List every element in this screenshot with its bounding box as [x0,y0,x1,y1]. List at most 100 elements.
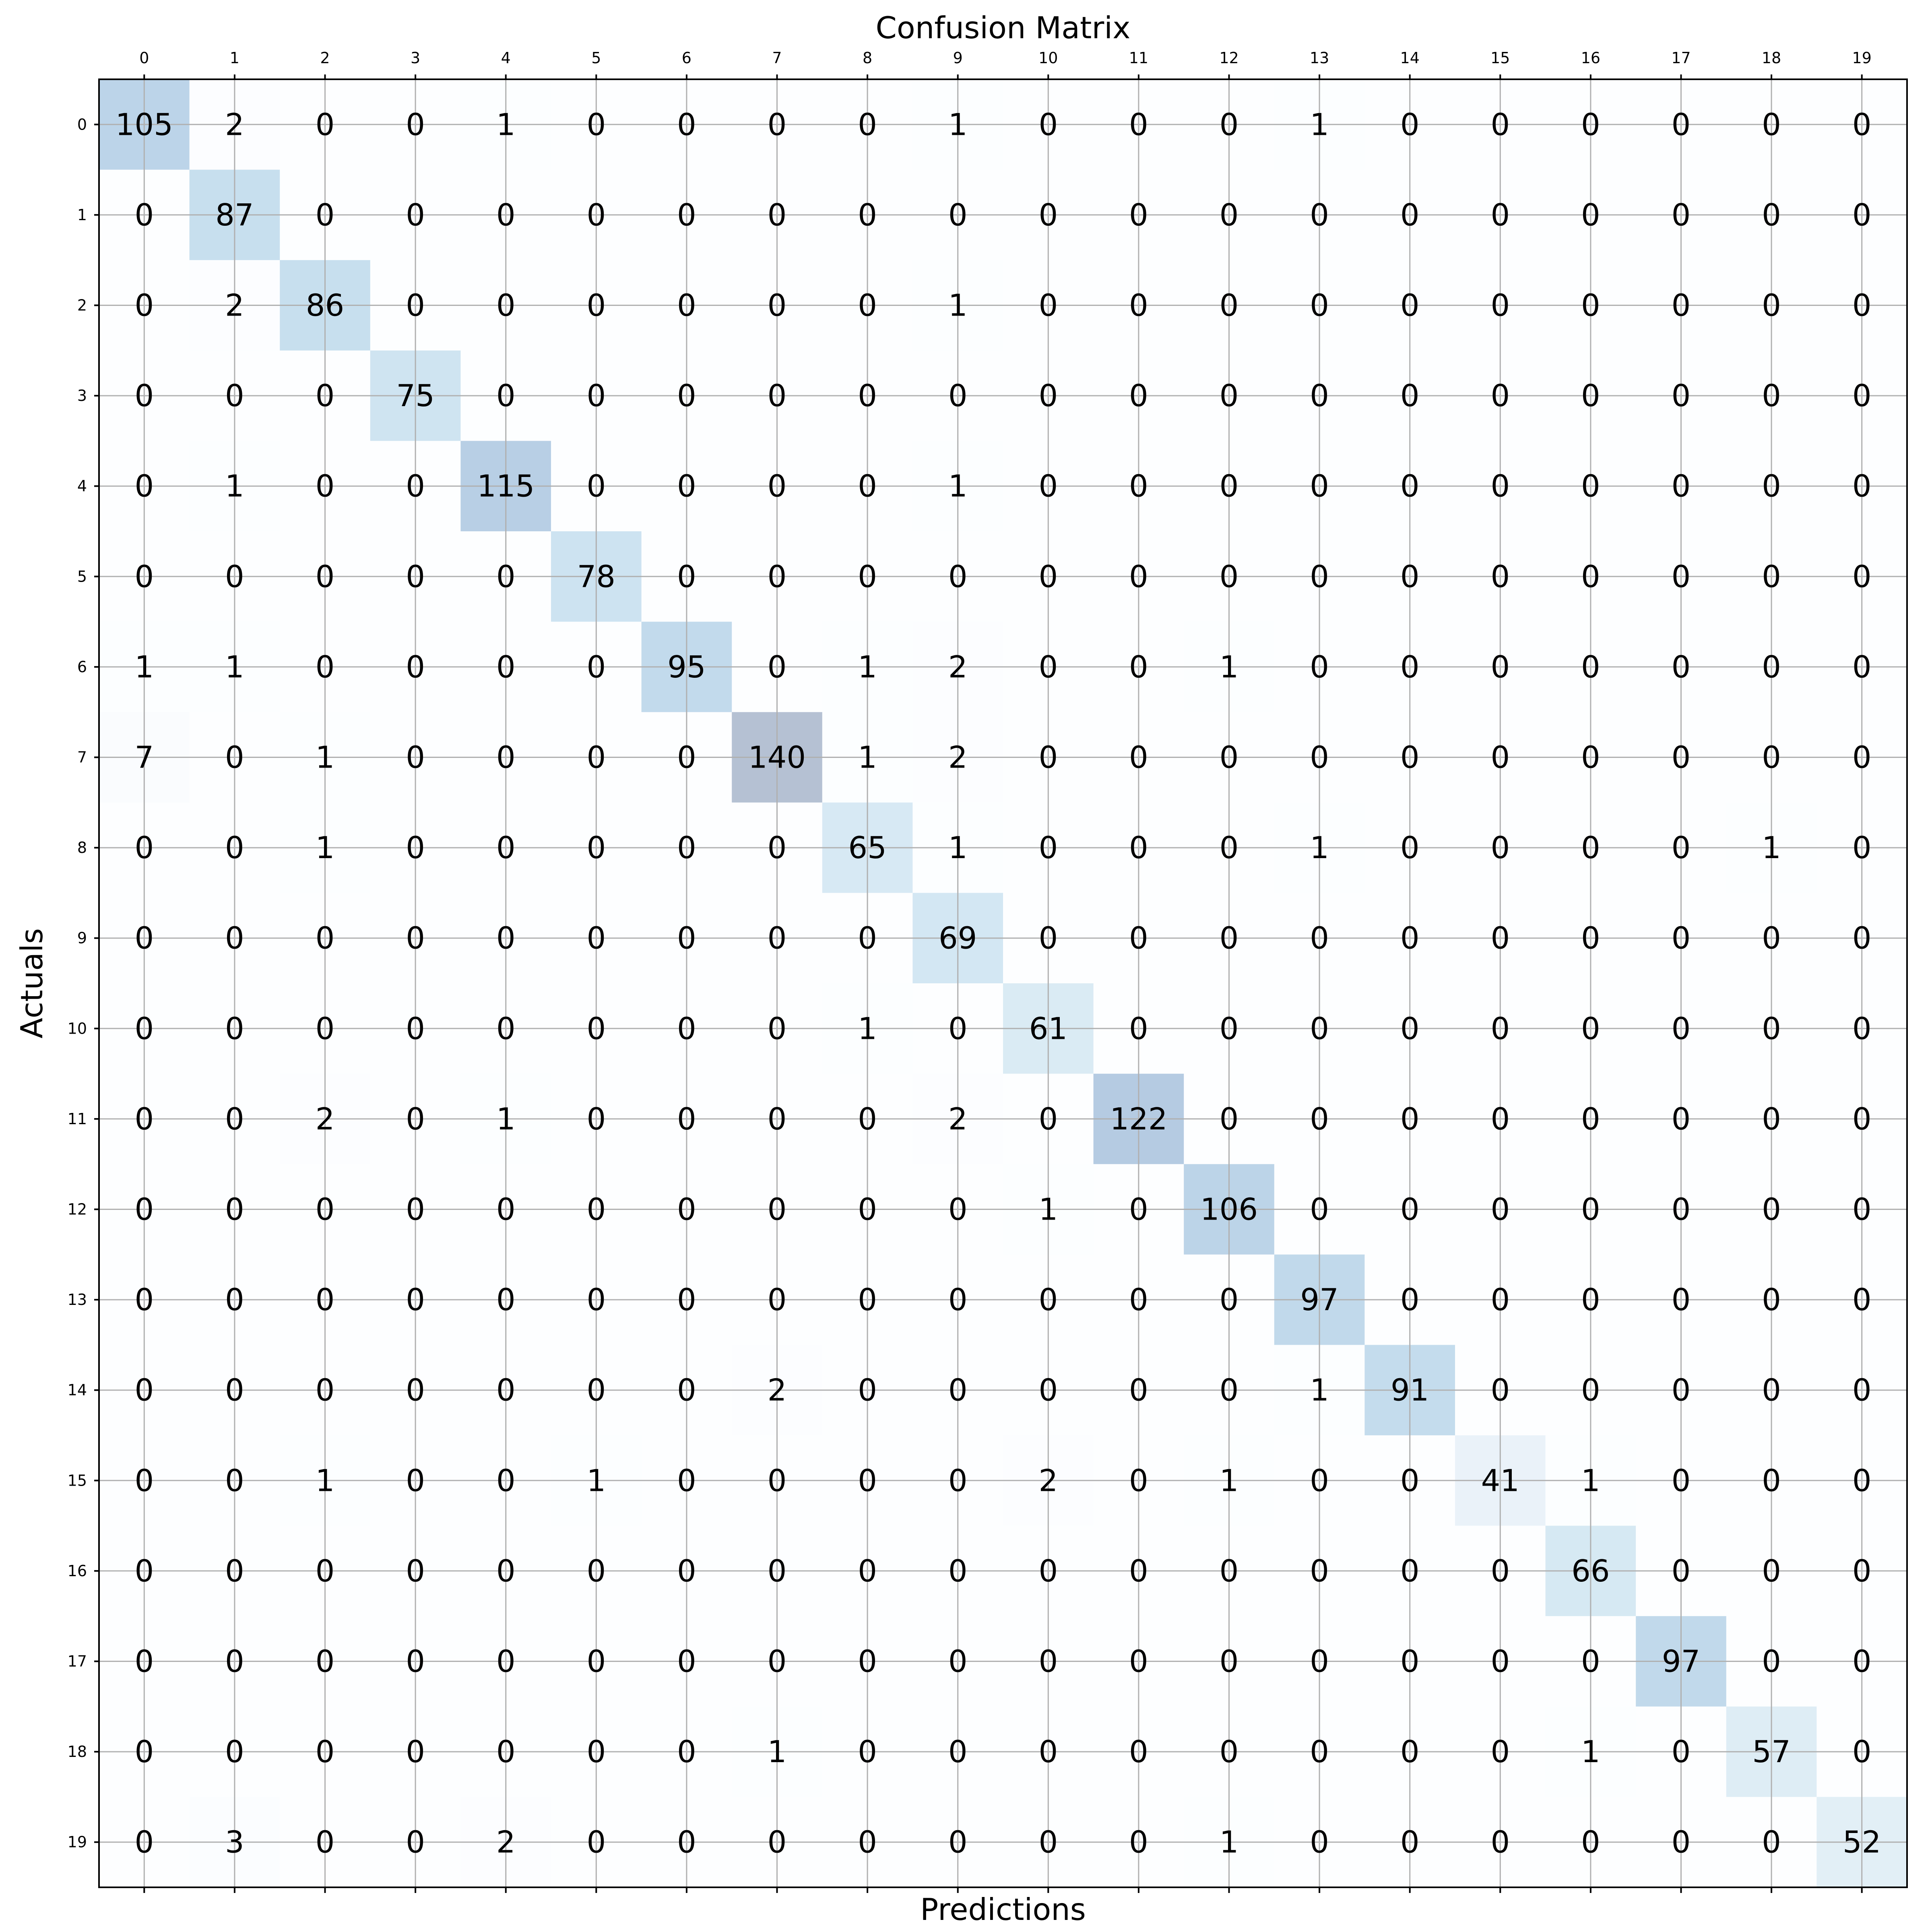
cell-value-label: 0 [1490,1101,1510,1137]
cell-value-label: 0 [1310,1734,1329,1769]
cell-value-label: 0 [1310,921,1329,956]
cell-value-label: 0 [316,649,335,685]
cell-value-label: 0 [1852,921,1872,956]
cell-value-label: 0 [1672,1463,1691,1498]
cell-value-label: 0 [1220,378,1239,413]
cell-value-label: 0 [1581,740,1600,775]
cell-value-label: 0 [496,921,516,956]
cell-value-label: 0 [316,1282,335,1317]
cell-value-label: 0 [1400,1463,1420,1498]
cell-value-label: 0 [1490,921,1510,956]
cell-value-label: 0 [225,1553,244,1589]
y-tick-label: 18 [68,1743,87,1761]
cell-value-label: 69 [939,921,977,956]
cell-value-label: 0 [225,1101,244,1137]
cell-value-label: 0 [586,1282,606,1317]
cell-value-label: 0 [948,1282,968,1317]
cell-value-label: 0 [1129,1373,1148,1408]
cell-value-label: 2 [768,1373,787,1408]
cell-value-label: 0 [1400,469,1420,504]
cell-value-label: 0 [1220,1553,1239,1589]
cell-value-label: 0 [1129,1734,1148,1769]
cell-value-label: 0 [768,559,787,594]
cell-value-label: 0 [1852,649,1872,685]
cell-value-label: 0 [1672,1011,1691,1046]
cell-value-label: 91 [1391,1373,1429,1408]
y-tick-label: 19 [68,1833,87,1851]
cell-value-label: 0 [225,830,244,865]
cell-value-label: 0 [496,1282,516,1317]
cell-value-label: 0 [1400,1553,1420,1589]
cell-value-label: 0 [406,197,425,233]
cell-value-label: 1 [858,649,877,685]
cell-value-label: 0 [1490,197,1510,233]
cell-value-label: 0 [858,107,877,142]
cell-value-label: 0 [406,1192,425,1227]
y-tick-label: 0 [77,116,87,133]
cell-value-label: 0 [858,1192,877,1227]
cell-value-label: 0 [1129,1644,1148,1679]
cell-value-label: 0 [406,1011,425,1046]
y-tick-label: 10 [68,1020,87,1037]
cell-value-label: 0 [1852,1101,1872,1137]
cell-value-label: 0 [134,1644,154,1679]
cell-value-label: 0 [225,378,244,413]
cell-value-label: 0 [316,378,335,413]
cell-value-label: 0 [948,378,968,413]
cell-value-label: 0 [1490,1553,1510,1589]
cell-value-label: 0 [1220,107,1239,142]
cell-value-label: 0 [134,1373,154,1408]
cell-value-label: 0 [948,1825,968,1860]
cell-value-label: 0 [1310,649,1329,685]
x-tick-label: 6 [682,49,691,67]
cell-value-label: 1 [1220,1463,1239,1498]
cell-value-label: 0 [406,1644,425,1679]
cell-value-label: 0 [677,1011,696,1046]
cell-value-label: 0 [496,1644,516,1679]
cell-value-label: 0 [225,1644,244,1679]
cell-value-label: 0 [586,1101,606,1137]
cell-value-label: 0 [1129,1011,1148,1046]
cell-value-label: 0 [1220,197,1239,233]
cell-value-label: 1 [316,740,335,775]
cell-value-label: 0 [1038,469,1058,504]
cell-value-label: 0 [948,1553,968,1589]
cell-value-label: 0 [1400,1825,1420,1860]
cell-value-label: 0 [1310,740,1329,775]
cell-value-label: 0 [134,559,154,594]
cell-value-label: 0 [1129,469,1148,504]
cell-value-label: 1 [948,107,968,142]
cell-value-label: 0 [586,197,606,233]
cell-value-label: 0 [1490,1282,1510,1317]
cell-value-label: 0 [1672,1192,1691,1227]
cell-value-label: 0 [1581,469,1600,504]
cell-value-label: 0 [1581,1101,1600,1137]
x-tick-label: 10 [1038,49,1058,67]
cell-value-label: 0 [406,649,425,685]
cell-value-label: 0 [858,469,877,504]
cell-value-label: 0 [1762,1192,1781,1227]
cell-value-label: 0 [1220,1282,1239,1317]
cell-value-label: 1 [1220,649,1239,685]
y-tick-label: 2 [77,297,87,314]
cell-value-label: 0 [677,197,696,233]
cell-value-label: 0 [1400,378,1420,413]
cell-value-label: 0 [1490,559,1510,594]
cell-value-label: 0 [1581,288,1600,323]
cell-value-label: 0 [768,1011,787,1046]
cell-value-label: 1 [1038,1192,1058,1227]
cell-value-label: 0 [948,1011,968,1046]
cell-value-label: 1 [948,469,968,504]
cell-value-label: 0 [1852,1463,1872,1498]
cell-value-label: 0 [1400,649,1420,685]
cell-value-label: 0 [1038,830,1058,865]
cell-value-label: 0 [1762,107,1781,142]
cell-value-label: 0 [406,1553,425,1589]
cell-value-label: 0 [496,1463,516,1498]
cell-value-label: 0 [406,1101,425,1137]
cell-value-label: 0 [586,830,606,865]
cell-value-label: 0 [768,197,787,233]
cell-value-label: 0 [1672,649,1691,685]
cell-value-label: 0 [586,1644,606,1679]
y-tick-label: 17 [68,1653,87,1670]
